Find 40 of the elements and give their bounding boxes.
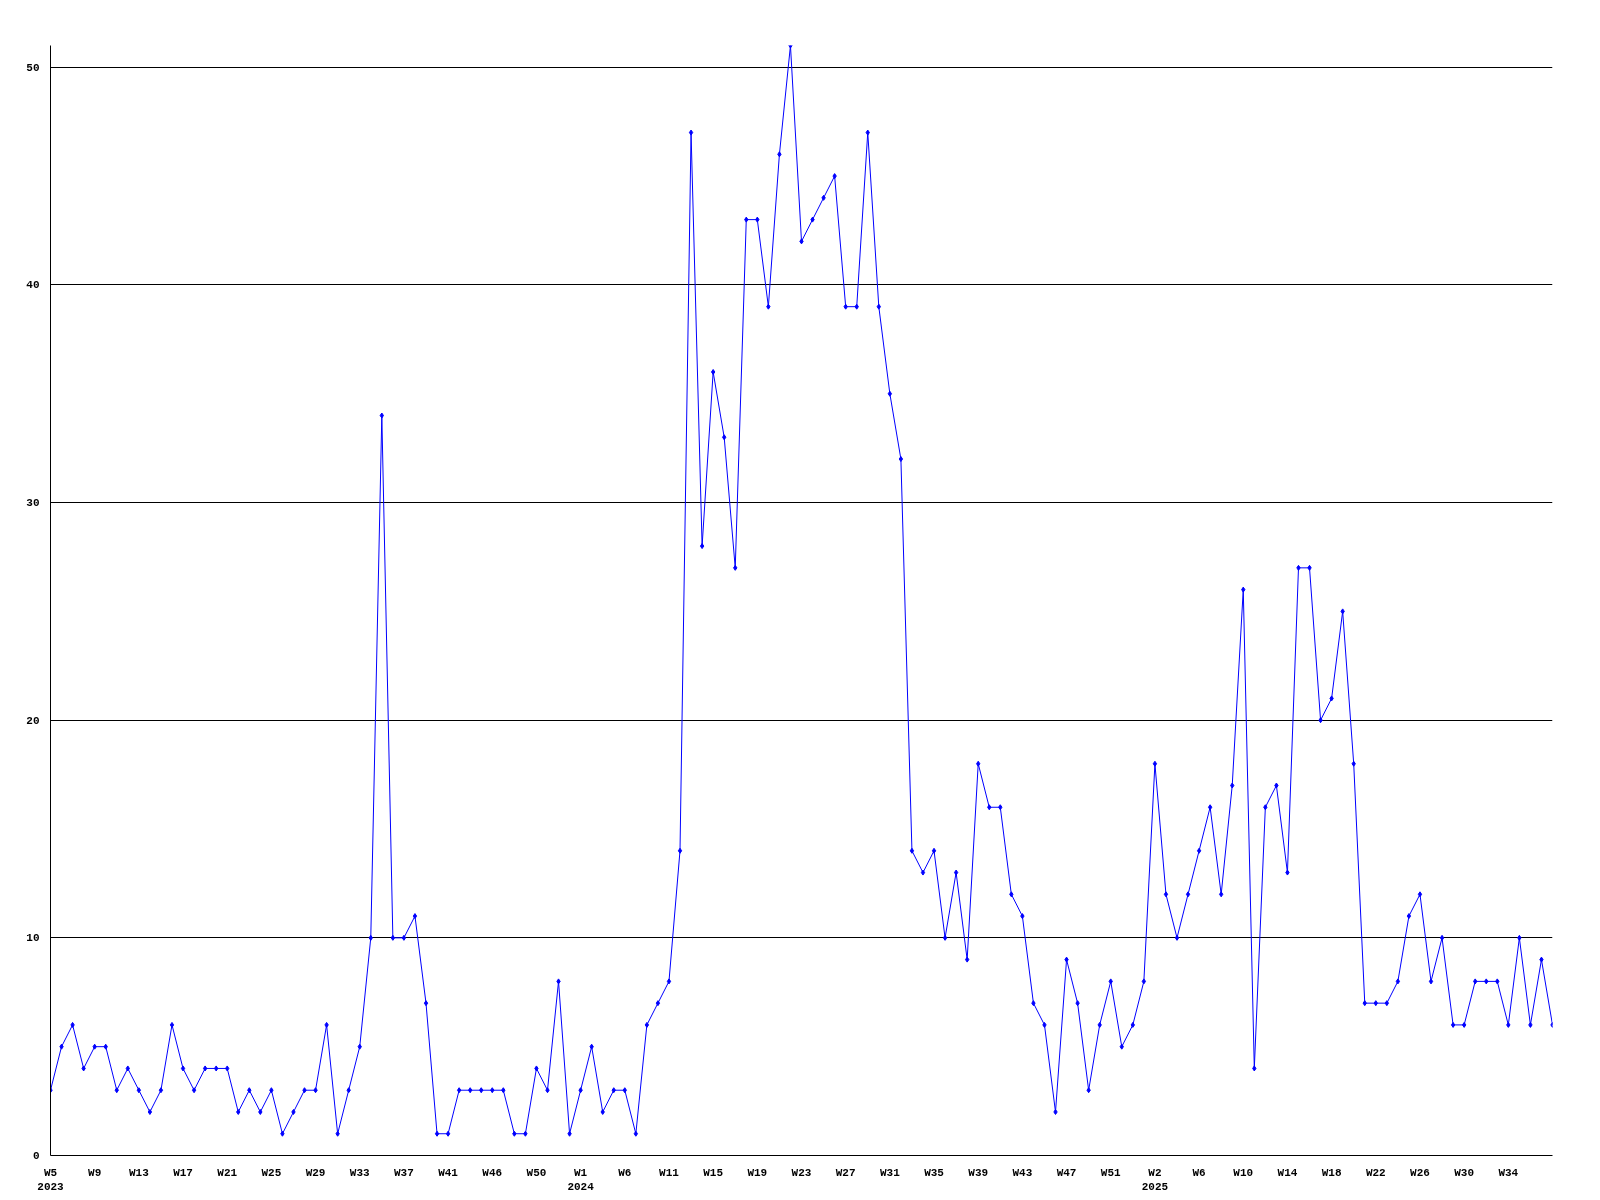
x-tick-label: W27	[835, 1166, 856, 1179]
x-tick-label: W19	[747, 1166, 768, 1179]
x-tick-label: W41	[438, 1166, 459, 1179]
x-tick-label: W10	[1233, 1166, 1254, 1179]
x-tick-label: W37	[394, 1166, 414, 1179]
x-tick-label: W33	[349, 1166, 371, 1179]
x-tick-label: W2 2025	[1141, 1166, 1169, 1193]
x-tick-label: W5 2023	[37, 1166, 65, 1193]
x-tick-label: W47	[1056, 1166, 1077, 1179]
x-tick-label: W14	[1277, 1166, 1298, 1179]
x-tick-label: W43	[1012, 1166, 1033, 1179]
y-tick-label: 20	[26, 714, 40, 727]
x-tick-label: W46	[482, 1166, 503, 1179]
x-tick-label: W17	[173, 1166, 193, 1179]
x-tick-label: W6	[618, 1166, 632, 1179]
x-tick-label: W29	[305, 1166, 326, 1179]
x-tick-label: W25	[261, 1166, 282, 1179]
y-tick-label: 40	[26, 279, 40, 292]
y-tick-label: 30	[26, 497, 40, 510]
x-tick-label: W23	[791, 1166, 812, 1179]
x-tick-label: W30	[1454, 1166, 1475, 1179]
x-tick-label: W9	[88, 1166, 102, 1179]
x-tick-label: W31	[879, 1166, 901, 1179]
x-tick-label: W51	[1100, 1166, 1122, 1179]
y-tick-label: 0	[32, 1150, 40, 1162]
x-tick-label: W35	[924, 1166, 945, 1179]
x-tick-label: W18	[1321, 1166, 1342, 1179]
x-tick-label: W11	[659, 1166, 680, 1179]
x-tick-label: W13	[128, 1166, 150, 1179]
x-tick-label: W50	[526, 1166, 547, 1179]
x-tick-label: W22	[1365, 1166, 1386, 1179]
x-tick-label: W21	[217, 1166, 238, 1179]
x-tick-label: W1 2024	[567, 1166, 595, 1193]
x-tick-label: W15	[703, 1166, 724, 1179]
x-tick-label: W6	[1192, 1166, 1206, 1179]
x-tick-label: W34	[1498, 1166, 1519, 1179]
y-tick-label: 50	[26, 61, 40, 74]
x-tick-label: W26	[1410, 1166, 1430, 1179]
x-tick-label: W39	[968, 1166, 989, 1179]
y-tick-label: 10	[26, 932, 40, 945]
